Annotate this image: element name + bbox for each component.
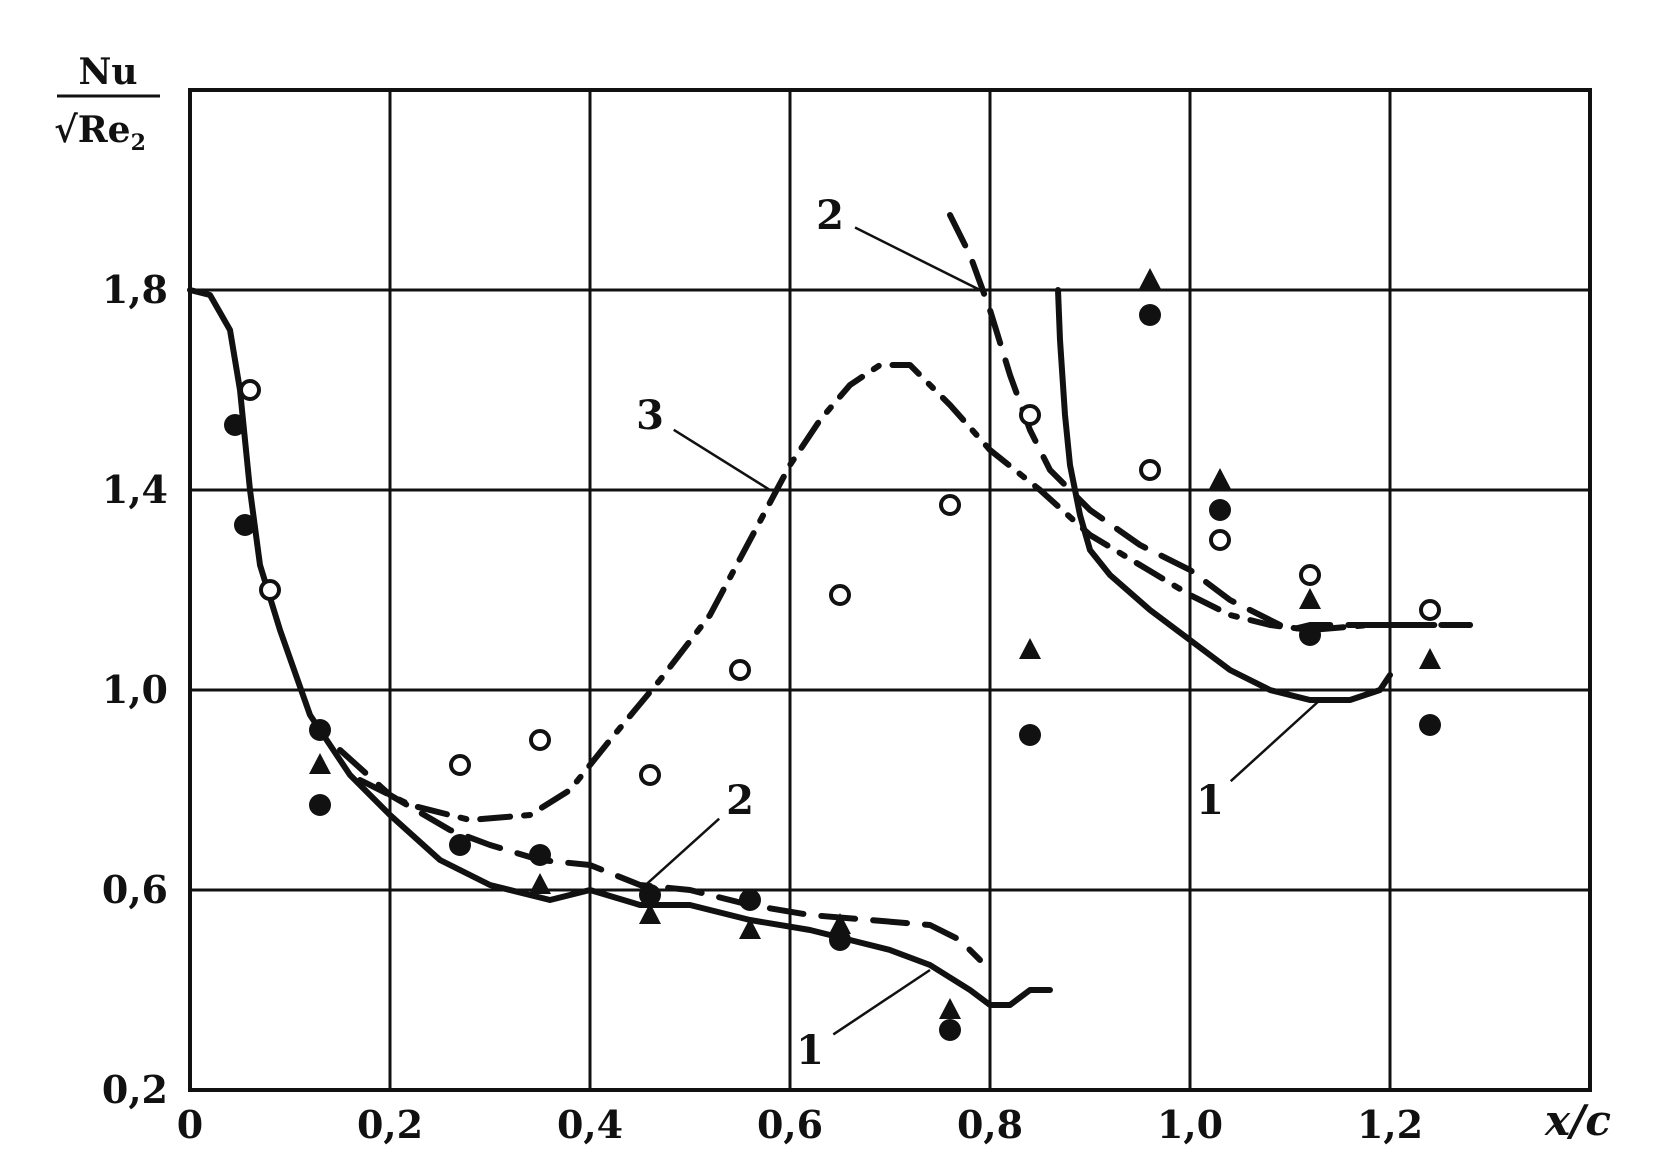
filled-circle-marker — [829, 929, 851, 951]
triangle-marker — [739, 918, 761, 939]
x-tick-label: 0 — [177, 1102, 203, 1147]
curve-number-label: 1 — [1196, 777, 1224, 824]
filled-circle-marker — [639, 884, 661, 906]
open-circle-marker — [1139, 459, 1161, 481]
open-circle-marker — [639, 764, 661, 786]
curve-number-label: 2 — [816, 192, 844, 239]
triangle-marker — [939, 998, 961, 1019]
x-axis-title: x/c — [1544, 1096, 1611, 1145]
filled-circle-marker — [224, 414, 246, 436]
annotation-leader-line — [832, 968, 931, 1036]
triangle-marker — [829, 913, 851, 934]
y-axis-title-denominator: √Re2 — [54, 109, 146, 156]
open-circle-marker — [239, 379, 261, 401]
triangle-marker — [309, 753, 331, 774]
triangle-marker — [639, 903, 661, 924]
x-tick-label: 1,2 — [1357, 1102, 1423, 1147]
curve-3 — [357, 362, 1473, 823]
filled-circle-marker — [234, 514, 256, 536]
curves — [187, 212, 1473, 1008]
curve-number-label: 2 — [726, 777, 754, 824]
open-circle-marker — [829, 584, 851, 606]
filled-circle-marker — [1419, 714, 1441, 736]
open-circle-marker — [1299, 564, 1321, 586]
y-tick-label: 1,4 — [102, 467, 168, 512]
y-axis-title: Nu √Re2 — [54, 51, 160, 156]
x-tick-label: 0,6 — [757, 1102, 823, 1147]
curve-2-pressure — [947, 212, 1473, 633]
annotation-leader-line — [639, 817, 721, 891]
filled-circle-marker — [939, 1019, 961, 1041]
filled-circle-marker — [1019, 724, 1041, 746]
filled-circle-marker — [1209, 499, 1231, 521]
curve-annotations: 1 1 2 2 3 — [636, 192, 1321, 1074]
y-tick-label: 1,0 — [102, 667, 168, 712]
curve-1-suction — [187, 287, 1053, 1008]
y-axis-title-subscript: 2 — [131, 130, 146, 156]
tick-labels: 0 0,2 0,4 0,6 0,8 1,0 1,20,20,61,01,41,8 — [102, 267, 1423, 1147]
filled-circle-marker — [739, 889, 761, 911]
filled-circle-marker — [309, 794, 331, 816]
annotation-leader-line — [1229, 699, 1321, 783]
x-tick-label: 0,2 — [357, 1102, 423, 1147]
triangle-marker — [1019, 638, 1041, 659]
triangle-marker — [1299, 588, 1321, 609]
annotation-leader-line — [854, 226, 981, 292]
curve-number-label: 1 — [796, 1027, 824, 1074]
data-markers — [224, 268, 1441, 1041]
curve-1-pressure — [1055, 287, 1393, 703]
filled-circle-marker — [1299, 624, 1321, 646]
y-tick-label: 0,6 — [102, 867, 168, 912]
open-circle-marker — [1209, 529, 1231, 551]
triangle-marker — [1209, 468, 1231, 489]
open-circle-marker — [1419, 599, 1441, 621]
open-circle-marker — [939, 494, 961, 516]
y-axis-title-denominator-base: √Re — [54, 109, 130, 151]
open-circle-marker — [449, 754, 471, 776]
x-tick-label: 0,8 — [957, 1102, 1023, 1147]
y-axis-title-numerator: Nu — [78, 51, 137, 93]
annotation-leader-line — [673, 428, 771, 492]
curve-number-label: 3 — [636, 392, 664, 439]
filled-circle-marker — [449, 834, 471, 856]
filled-circle-marker — [309, 719, 331, 741]
plot-frame — [188, 88, 1592, 1092]
y-tick-label: 1,8 — [102, 267, 168, 312]
open-circle-marker — [729, 659, 751, 681]
triangle-marker — [1139, 268, 1161, 289]
filled-circle-marker — [1139, 304, 1161, 326]
open-circle-marker — [529, 729, 551, 751]
y-tick-label: 0,2 — [102, 1067, 168, 1112]
x-tick-label: 0,4 — [557, 1102, 623, 1147]
open-circle-marker — [1019, 404, 1041, 426]
grid — [188, 88, 1592, 1092]
open-circle-marker — [259, 579, 281, 601]
filled-circle-marker — [529, 844, 551, 866]
triangle-marker — [529, 873, 551, 894]
triangle-marker — [1419, 648, 1441, 669]
x-tick-label: 1,0 — [1157, 1102, 1223, 1147]
